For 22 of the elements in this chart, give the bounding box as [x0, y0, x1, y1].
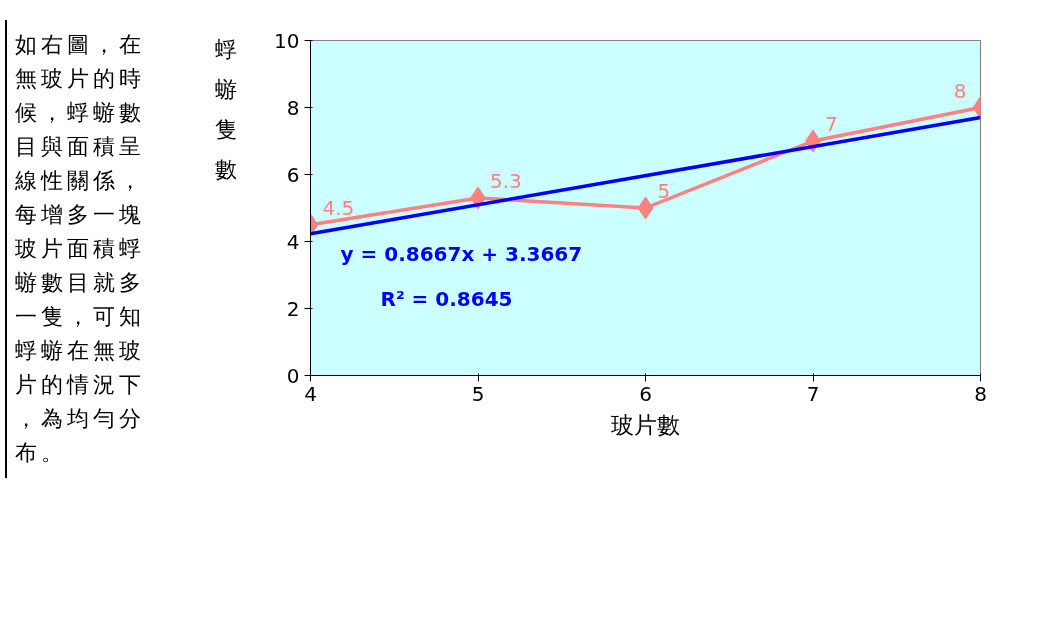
data-label: 7 [825, 112, 838, 136]
y-tick-label: 0 [286, 363, 300, 388]
x-tick-label: 6 [639, 381, 652, 406]
data-label: 5.3 [490, 168, 522, 193]
annotation: y = 0.8667x + 3.3667 [340, 241, 583, 266]
y-axis-title: 蜉蝣隻數 [215, 36, 237, 184]
data-label: 8 [953, 78, 967, 103]
x-tick-label: 4 [304, 381, 317, 406]
y-tick-label: 2 [286, 296, 300, 321]
data-label: 5 [657, 179, 671, 203]
y-tick-label: 4 [286, 229, 300, 254]
x-tick-label: 8 [974, 381, 987, 406]
x-tick-label: 7 [806, 381, 820, 406]
x-axis-title: 玻片數 [611, 411, 680, 438]
point [637, 196, 654, 220]
text: 如右圖，在無玻片的時候，蜉蝣數目與面積呈線性關係，每增多一塊玻片面積蜉蝣數目就多一隻，可知蜉蝣在無玻片的情況下，為均勻分布。 [15, 32, 145, 465]
data-label: 4.5 [322, 195, 355, 220]
x-tick-label: 5 [471, 381, 485, 406]
y-tick-label: 10 [274, 28, 300, 53]
y-tick-label: 8 [286, 95, 300, 120]
annotation: R² = 0.8645 [380, 286, 513, 311]
y-tick-label: 6 [286, 162, 300, 187]
